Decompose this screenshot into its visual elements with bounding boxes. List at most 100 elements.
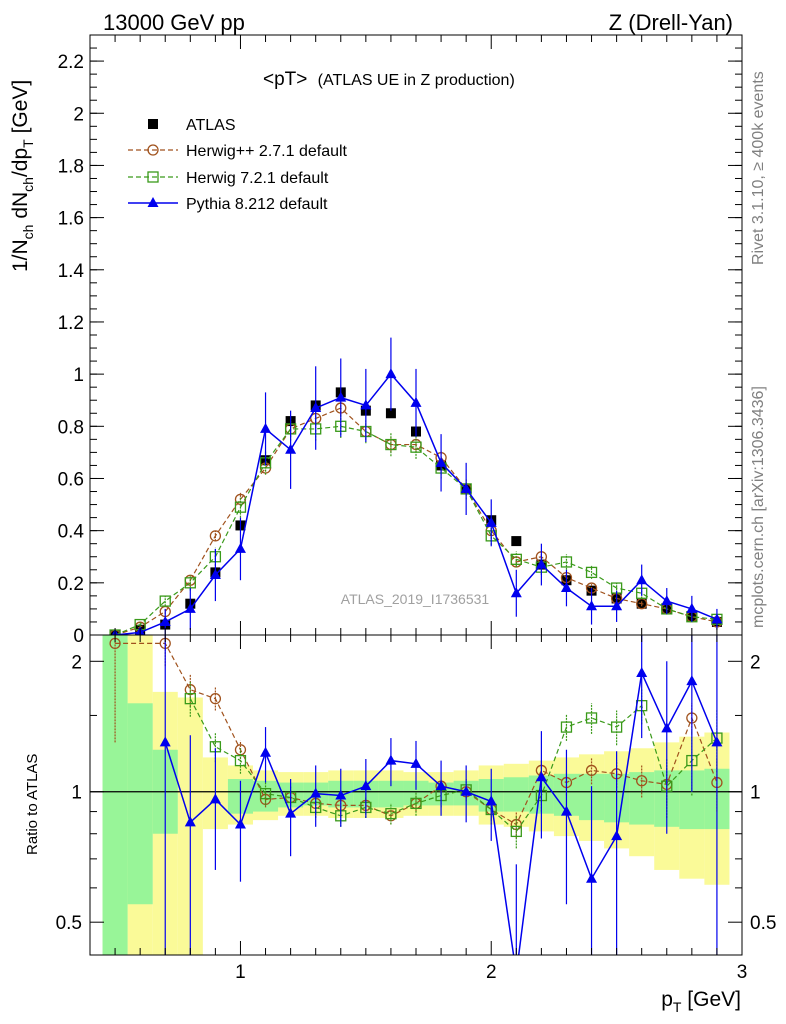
data-point-herwig7 (410, 441, 422, 453)
ylabel-part-b: ch (20, 225, 36, 240)
ratio-panel: 0.5 0.5 1 1 2 2 1 2 3 Ratio to ATLAS pT [GeV] (24, 634, 776, 1015)
legend-marker-herwigpp (147, 144, 159, 156)
legend-label-herwigpp: Herwig++ 2.7.1 default (186, 143, 348, 160)
ratio-point-pythia (209, 793, 221, 804)
ratio-plot-area (90, 635, 742, 978)
legend-label-atlas: ATLAS (186, 117, 236, 134)
ratio-point-herwig7 (234, 754, 247, 767)
side-mcplots: mcplots.cern.ch [arXiv:1306.3436] (750, 386, 767, 628)
y-tick-label: 1.6 (58, 209, 84, 230)
y-tick-label: 1 (73, 365, 84, 386)
x-axis-label: pT [GeV] (661, 988, 741, 1015)
data-point-pythia (360, 399, 372, 410)
analysis-label: ATLAS_2019_I1736531 (341, 591, 490, 607)
legend-entry-pythia: Pythia 8.212 default (128, 196, 328, 213)
ratio-y-tick-label-right: 0.5 (750, 913, 776, 934)
series-pythia (111, 337, 723, 635)
ratio-y-tick-label: 0.5 (56, 913, 82, 934)
data-point-pythia (260, 422, 272, 433)
data-point-pythia (234, 542, 246, 553)
data-point-herwig7 (234, 501, 247, 513)
ratio-point-herwig7 (610, 721, 623, 733)
ratio-point-pythia (410, 757, 422, 768)
plot-title-main: <pT> (263, 69, 307, 90)
data-point-pythia (385, 368, 397, 379)
ratio-point-pythia (711, 736, 723, 747)
data-point-herwig7 (510, 553, 522, 565)
x-tick-label: 1 (235, 962, 246, 983)
ratio-point-pythia (586, 872, 598, 883)
x-tick-label: 3 (737, 962, 748, 983)
ratio-point-herwigpp (209, 692, 222, 705)
ylabel-part-e: /dp (9, 148, 32, 177)
data-point-pythia (435, 456, 447, 467)
xlabel-part-a: p (661, 988, 673, 1011)
data-point-pythia (586, 600, 598, 611)
ratio-point-herwig7 (184, 692, 196, 705)
ratio-point-herwig7 (385, 808, 397, 820)
data-point-atlas (511, 536, 522, 547)
data-point-herwig7 (385, 438, 397, 451)
ratio-point-herwig7 (510, 825, 522, 838)
data-point-herwig7 (585, 566, 598, 579)
ratio-ticks: 0.5 0.5 1 1 2 2 1 2 3 (56, 635, 776, 983)
data-point-pythia (510, 587, 522, 598)
x-tick-label: 2 (486, 962, 497, 983)
ratio-point-pythia (686, 675, 698, 686)
data-point-pythia (335, 391, 347, 402)
ratio-point-pythia (535, 771, 547, 782)
ratio-point-pythia (260, 746, 272, 757)
ratio-point-pythia (335, 789, 347, 800)
data-point-pythia (661, 595, 673, 606)
data-point-atlas (385, 408, 396, 419)
ratio-point-pythia (560, 805, 572, 816)
ratio-point-herwig7 (560, 721, 573, 733)
data-point-pythia (410, 396, 422, 407)
ylabel-part-a: 1/N (9, 239, 32, 272)
legend-symbol-herwigpp (128, 144, 178, 156)
header-right: Z (Drell-Yan) (609, 10, 733, 35)
xlabel-part-c: [GeV] (681, 988, 741, 1011)
ratio-point-pythia (460, 785, 472, 796)
data-point-pythia (686, 602, 698, 613)
ratio-point-pythia (661, 722, 673, 733)
main-series-group (109, 337, 723, 635)
y-tick-label: 0.4 (58, 522, 85, 543)
ylabel-part-g: [GeV] (9, 80, 32, 140)
legend-entry-atlas: ATLAS (148, 117, 236, 134)
data-point-pythia (485, 516, 497, 527)
ratio-point-pythia (636, 666, 648, 677)
data-point-pythia (285, 443, 297, 454)
main-y-label: 1/Nch dNch/dpT [GeV] (9, 80, 36, 272)
data-point-pythia (460, 482, 472, 493)
ylabel-part-d: ch (20, 177, 36, 192)
data-point-pythia (535, 558, 547, 569)
ratio-y-tick-label: 1 (71, 783, 82, 804)
ratio-point-herwigpp (585, 764, 598, 777)
ratio-point-pythia (385, 754, 397, 765)
ratio-y-label: Ratio to ATLAS (24, 754, 41, 855)
xlabel-part-b: T (673, 999, 682, 1015)
ratio-point-pythia (285, 807, 297, 818)
data-point-herwig7 (159, 595, 171, 607)
data-point-pythia (636, 574, 648, 585)
ylabel-part-c: dN (9, 192, 32, 225)
ratio-y-tick-label-right: 1 (750, 783, 761, 804)
ratio-point-pythia (511, 968, 522, 978)
y-tick-label: 1.2 (58, 313, 84, 334)
ratio-point-herwig7 (259, 787, 272, 800)
band-inner-bin (102, 635, 128, 955)
band-inner-bin (127, 703, 153, 905)
data-point-pythia (209, 569, 221, 579)
ylabel-part-f: T (20, 139, 36, 148)
side-rivet: Rivet 3.1.10, ≥ 400k events (750, 71, 767, 265)
ratio-point-pythia (310, 787, 322, 798)
ratio-point-pythia (184, 816, 196, 827)
data-point-pythia (310, 402, 322, 413)
legend-symbol-atlas (148, 119, 158, 129)
y-tick-label: 2.2 (58, 52, 84, 73)
ratio-point-pythia (159, 736, 171, 747)
main-ticks: 0 0.2 0.4 0.6 0.8 1 1.2 1.4 1.6 1.8 2 2.2 (58, 34, 743, 647)
ratio-point-pythia (611, 830, 623, 841)
